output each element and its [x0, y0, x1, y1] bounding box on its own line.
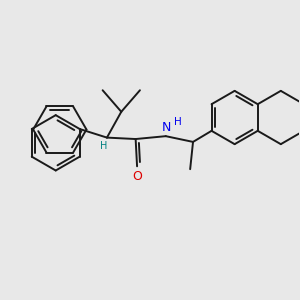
Text: H: H: [100, 141, 107, 151]
Text: H: H: [174, 117, 182, 127]
Text: N: N: [162, 122, 172, 134]
Text: O: O: [132, 170, 142, 183]
